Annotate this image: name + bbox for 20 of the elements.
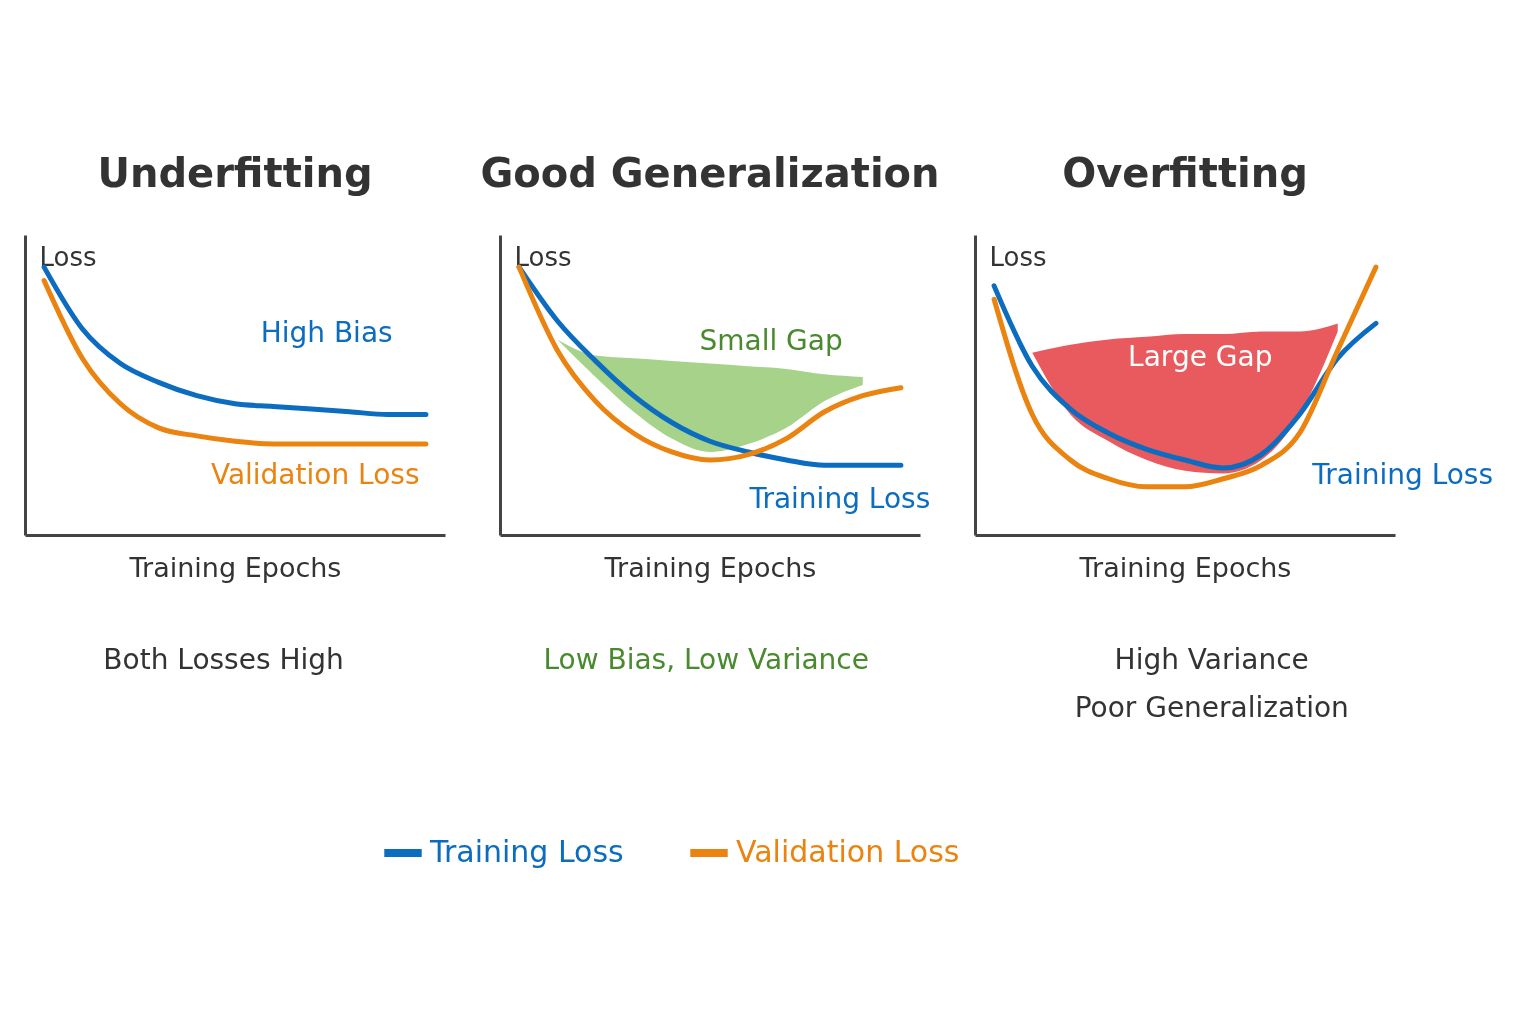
x-axis-title: Training Epochs — [1078, 551, 1292, 583]
y-axis-title: Loss — [989, 241, 1047, 272]
annotation: Validation Loss — [210, 458, 420, 492]
series-label: Training Loss — [1311, 458, 1494, 492]
y-axis-title: Loss — [39, 241, 97, 272]
chart-title: Overfitting — [1062, 150, 1308, 196]
legend-label: Training Loss — [429, 834, 624, 869]
legend-label: Validation Loss — [736, 834, 960, 869]
annotation: High Bias — [260, 316, 393, 350]
annotation: Small Gap — [699, 324, 843, 358]
text: Both Losses High — [103, 642, 344, 676]
text: Low Bias, Low Variance — [543, 642, 869, 676]
x-axis-title: Training Epochs — [128, 551, 342, 583]
x-axis-title: Training Epochs — [603, 551, 817, 583]
text: High Variance Poor Generalization — [1074, 642, 1349, 724]
chart-title: Underfitting — [97, 150, 373, 196]
annotation: Large Gap — [1128, 340, 1273, 374]
chart-title: Good Generalization — [480, 150, 940, 196]
y-axis-title: Loss — [514, 241, 572, 272]
series-label: Training Loss — [748, 482, 931, 516]
